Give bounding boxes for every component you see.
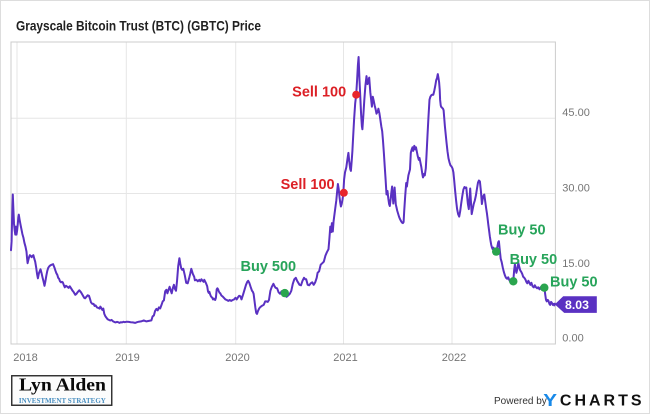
svg-text:2022: 2022 [442, 352, 466, 364]
svg-text:CHARTS: CHARTS [560, 393, 645, 410]
svg-text:INVESTMENT STRATEGY: INVESTMENT STRATEGY [19, 397, 106, 405]
svg-text:Lyn Alden: Lyn Alden [19, 375, 106, 395]
svg-text:Grayscale Bitcoin Trust (BTC): Grayscale Bitcoin Trust (BTC) (GBTC) Pri… [16, 18, 261, 34]
svg-text:Sell 100: Sell 100 [281, 177, 335, 193]
svg-text:45.00: 45.00 [562, 107, 590, 119]
svg-text:30.00: 30.00 [562, 182, 590, 194]
svg-text:Buy 500: Buy 500 [241, 259, 297, 275]
svg-text:2021: 2021 [333, 352, 357, 364]
svg-text:Sell 100: Sell 100 [292, 84, 346, 100]
svg-text:Buy 50: Buy 50 [498, 223, 546, 239]
svg-text:2019: 2019 [115, 352, 139, 364]
svg-text:0.00: 0.00 [562, 333, 583, 345]
svg-text:Buy 50: Buy 50 [510, 252, 558, 268]
svg-text:Powered by: Powered by [494, 396, 547, 407]
svg-text:15.00: 15.00 [562, 258, 590, 270]
svg-text:Y: Y [543, 390, 557, 410]
svg-text:2018: 2018 [13, 352, 37, 364]
svg-text:Buy 50: Buy 50 [550, 274, 598, 290]
svg-text:2020: 2020 [225, 352, 249, 364]
svg-text:8.03: 8.03 [565, 298, 589, 312]
